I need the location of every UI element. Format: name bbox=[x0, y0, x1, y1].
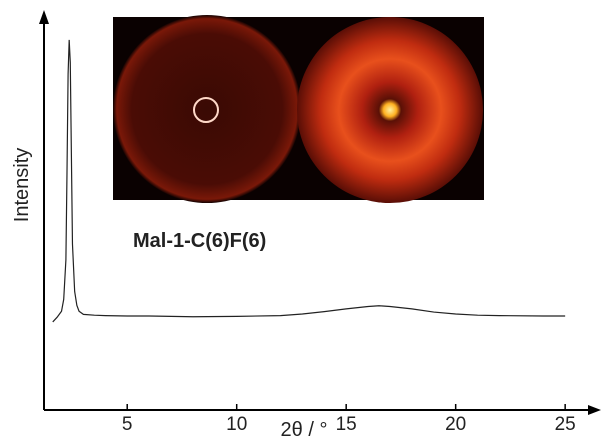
x-tick-label: 5 bbox=[122, 414, 133, 435]
y-axis-label: Intensity bbox=[11, 148, 33, 222]
annotation: Mal-1-C(6)F(6) bbox=[133, 230, 266, 252]
x-tick-label: 25 bbox=[555, 414, 576, 435]
inset-image bbox=[113, 15, 484, 203]
diffraction-pattern bbox=[297, 17, 483, 203]
x-tick-label: 20 bbox=[445, 414, 466, 435]
diffraction-ring bbox=[193, 97, 219, 123]
x-axis-arrow bbox=[588, 405, 601, 415]
x-axis-label: 2θ / ° bbox=[281, 419, 328, 441]
data-line bbox=[52, 39, 566, 323]
x-tick-label: 15 bbox=[336, 414, 357, 435]
x-tick-label: 10 bbox=[226, 414, 247, 435]
y-axis-arrow bbox=[39, 10, 49, 24]
diffraction-pattern bbox=[113, 15, 301, 203]
